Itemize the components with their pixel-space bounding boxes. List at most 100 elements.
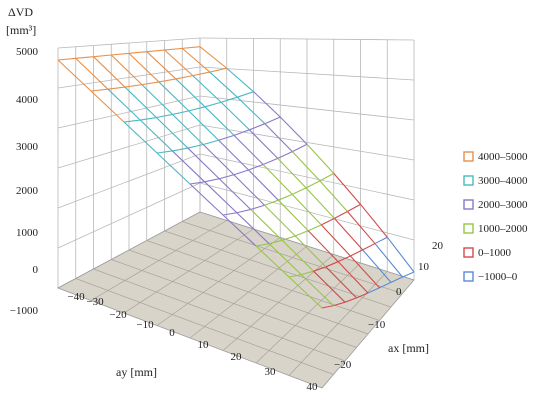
surface-line bbox=[350, 249, 363, 257]
legend-swatch bbox=[463, 223, 474, 234]
surface-line bbox=[209, 71, 238, 98]
surface-line bbox=[128, 52, 160, 83]
floor-gridline bbox=[93, 268, 346, 362]
chart-floor bbox=[57, 211, 415, 389]
surface-line bbox=[308, 224, 322, 232]
surface-line bbox=[236, 208, 251, 214]
surface-line bbox=[277, 157, 307, 189]
ay-tick-label: 20 bbox=[231, 351, 243, 363]
surface-line bbox=[233, 134, 264, 165]
surface-line bbox=[362, 249, 392, 283]
ay-tick-label: −20 bbox=[109, 309, 127, 321]
legend-label: 3000–4000 bbox=[478, 175, 528, 187]
ay-tick-label: −10 bbox=[136, 319, 154, 331]
surface-line bbox=[319, 172, 335, 182]
ax-tick-label: 10 bbox=[418, 261, 430, 273]
surface-line bbox=[110, 54, 143, 86]
surface-line bbox=[158, 81, 190, 112]
legend-swatch bbox=[463, 151, 474, 162]
surface-line bbox=[319, 180, 348, 212]
surface-line bbox=[111, 52, 130, 56]
ay-tick-label: 30 bbox=[265, 366, 277, 378]
surface-line bbox=[218, 139, 249, 171]
surface-line bbox=[181, 47, 211, 73]
surface-line bbox=[249, 123, 266, 131]
surface-line bbox=[204, 101, 222, 108]
surface-line bbox=[192, 71, 210, 77]
surface-line bbox=[188, 110, 220, 141]
surface-line bbox=[75, 56, 94, 59]
surface-line bbox=[262, 164, 293, 195]
surface-line bbox=[255, 243, 270, 247]
surface-line bbox=[390, 276, 403, 283]
surface-line bbox=[156, 152, 191, 185]
floor-gridline bbox=[111, 259, 357, 348]
surface-line bbox=[222, 212, 237, 216]
surface-line bbox=[124, 86, 157, 118]
surface-line bbox=[344, 297, 357, 303]
surface-line bbox=[281, 235, 296, 241]
floor-gridline bbox=[182, 221, 403, 294]
surface-line bbox=[362, 243, 376, 251]
ax-tick-label: −10 bbox=[368, 319, 386, 331]
surface-line bbox=[333, 218, 364, 251]
surface-line bbox=[236, 96, 266, 125]
surface-line bbox=[279, 116, 308, 145]
surface-line bbox=[320, 224, 351, 257]
surface-line bbox=[307, 230, 339, 263]
chart-walls bbox=[57, 37, 415, 289]
surface-line bbox=[155, 117, 189, 149]
z-tick-label: 1000 bbox=[16, 227, 39, 239]
surface-line bbox=[156, 113, 173, 119]
surface-line bbox=[277, 151, 293, 159]
surface-line bbox=[321, 305, 334, 309]
surface-line bbox=[172, 150, 206, 183]
legend-swatch bbox=[463, 175, 474, 186]
surface-line bbox=[250, 209, 283, 241]
legend-label: 4000–5000 bbox=[478, 151, 528, 163]
surface-line bbox=[209, 67, 227, 73]
legend-label: 1000–2000 bbox=[478, 223, 528, 235]
surface-line bbox=[220, 96, 238, 103]
surface-line bbox=[350, 255, 380, 289]
surface-line bbox=[262, 157, 278, 166]
surface-line bbox=[325, 261, 339, 268]
surface-line bbox=[347, 211, 376, 244]
surface-line bbox=[90, 90, 125, 123]
surface-line bbox=[158, 78, 176, 83]
surface-line bbox=[264, 204, 296, 237]
surface-line bbox=[57, 59, 92, 92]
surface-line bbox=[294, 235, 327, 268]
surface-line bbox=[248, 164, 264, 171]
surface-line bbox=[141, 81, 159, 86]
z-tick-label: 3000 bbox=[16, 141, 39, 153]
surface-line bbox=[386, 236, 415, 273]
surface-line bbox=[264, 116, 281, 125]
surface-line bbox=[187, 147, 220, 180]
surface-line bbox=[253, 91, 281, 118]
surface-line bbox=[199, 46, 228, 69]
surface-line bbox=[233, 174, 265, 206]
surface-line bbox=[141, 84, 173, 115]
surface-line bbox=[156, 150, 173, 154]
floor-gridline bbox=[128, 249, 369, 335]
surface-line bbox=[288, 276, 323, 309]
surface-line bbox=[226, 67, 254, 93]
ax-tick-label: −20 bbox=[334, 359, 352, 371]
surface-line bbox=[325, 266, 357, 299]
surface-line bbox=[123, 121, 158, 154]
surface-line bbox=[402, 271, 415, 278]
surface-line bbox=[204, 178, 220, 183]
surface-line bbox=[172, 110, 189, 116]
surface-line bbox=[337, 261, 369, 294]
surface-line bbox=[277, 199, 309, 232]
ay-axis-ticks: −40 −30 −20 −10 0 10 20 30 40 bbox=[67, 291, 318, 393]
ax-tick-label: 20 bbox=[432, 240, 444, 252]
surface-line bbox=[264, 123, 293, 152]
surface-line bbox=[292, 143, 308, 153]
surface-line bbox=[233, 129, 250, 136]
surface-line bbox=[192, 75, 222, 103]
surface-line bbox=[333, 172, 361, 205]
surface-line bbox=[139, 119, 173, 152]
